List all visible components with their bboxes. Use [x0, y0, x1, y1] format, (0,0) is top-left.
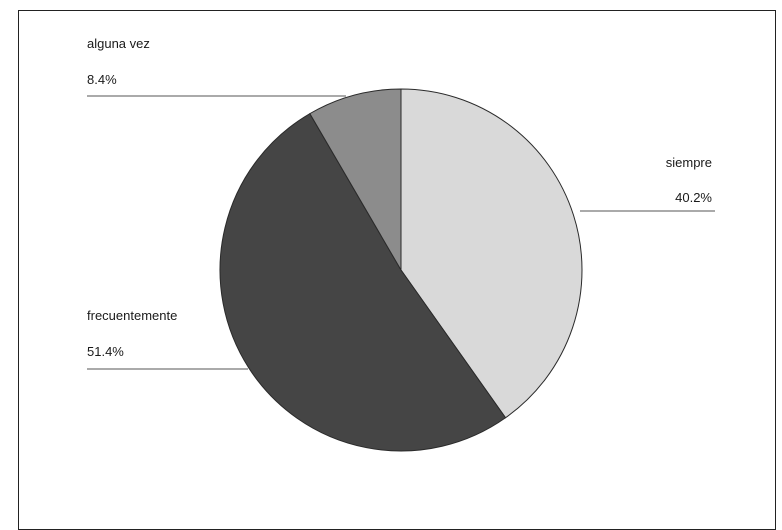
slice-label-alguna-vez: alguna vez	[87, 36, 150, 51]
slice-value-frecuentemente: 51.4%	[87, 344, 124, 359]
slice-label-frecuentemente: frecuentemente	[87, 308, 177, 323]
slices-layer	[219, 88, 583, 452]
pie-slice-alguna-vez	[309, 88, 402, 272]
pie-slice-siempre	[400, 88, 583, 419]
leader-lines-layer	[87, 95, 715, 370]
slice-value-alguna-vez: 8.4%	[87, 72, 117, 87]
slice-labels-layer: siempre 40.2% frecuentemente 51.4% alguna ve…	[87, 36, 712, 359]
pie-slice-frecuentemente	[219, 112, 507, 452]
slice-value-siempre: 40.2%	[675, 190, 712, 205]
slice-label-siempre: siempre	[666, 155, 712, 170]
pie-chart: siempre 40.2% frecuentemente 51.4% alguna ve…	[87, 36, 715, 452]
